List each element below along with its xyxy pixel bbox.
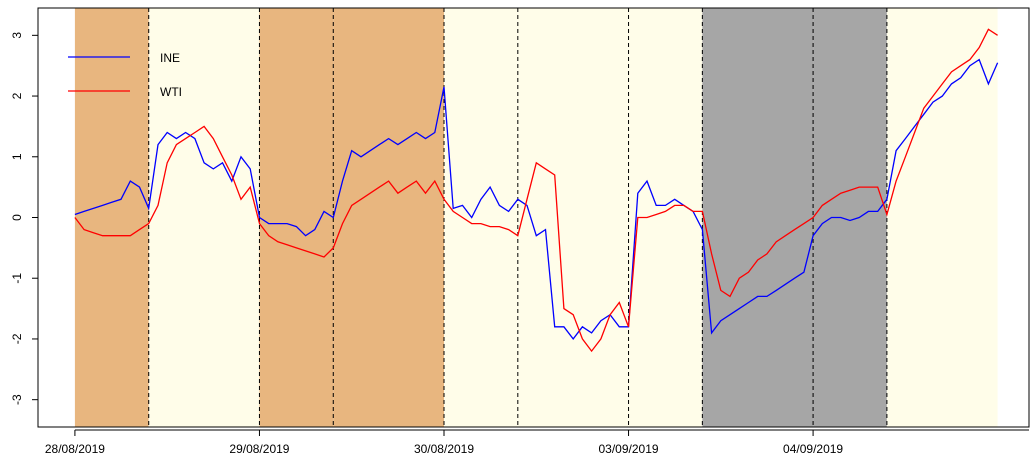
x-tick-label: 28/08/2019 <box>45 442 105 456</box>
x-tick-label: 29/08/2019 <box>229 442 289 456</box>
y-tick-label: -2 <box>10 333 24 344</box>
y-tick-label: 1 <box>10 153 24 160</box>
y-tick-label: 2 <box>10 92 24 99</box>
series-line <box>74 28 998 353</box>
shaded-band <box>813 8 887 427</box>
plot-frame <box>37 7 1030 428</box>
shaded-band <box>259 8 334 427</box>
shaded-band <box>148 8 260 427</box>
y-tick-label: -3 <box>10 394 24 405</box>
shaded-band <box>74 8 149 427</box>
series-line <box>74 58 999 340</box>
y-tick-label: -1 <box>10 273 24 284</box>
y-tick-label: 3 <box>10 32 24 39</box>
shaded-band <box>886 8 998 427</box>
x-tick-label: 30/08/2019 <box>414 442 474 456</box>
shaded-band <box>443 8 518 427</box>
legend-label: WTI <box>160 85 182 99</box>
shaded-band <box>702 8 814 427</box>
legend-label: INE <box>160 51 180 65</box>
y-tick-label: 0 <box>10 214 24 221</box>
x-tick-label: 03/09/2019 <box>599 442 659 456</box>
x-tick-label: 04/09/2019 <box>783 442 843 456</box>
shaded-band <box>333 8 444 427</box>
shaded-band <box>517 8 629 427</box>
